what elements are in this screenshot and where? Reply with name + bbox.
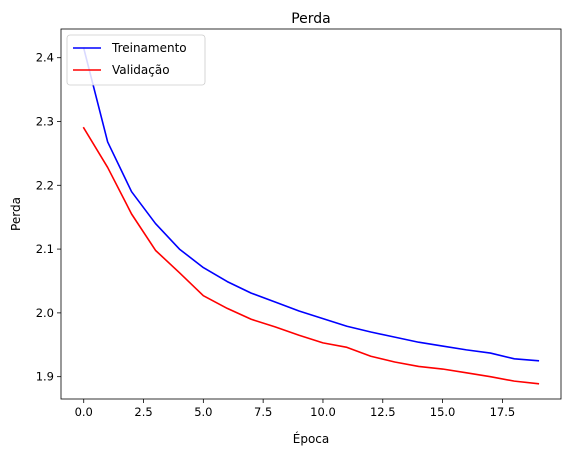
legend: Treinamento Validação — [66, 34, 206, 86]
plot-frame — [60, 28, 562, 400]
x-tick-label: 5.0 — [194, 405, 212, 419]
x-axis-label: Época — [293, 431, 330, 446]
x-tick-label: 0.0 — [75, 405, 93, 419]
y-tick-label: 2.3 — [36, 115, 54, 129]
series-line-validation — [82, 126, 540, 385]
x-tick-label: 2.5 — [134, 405, 152, 419]
series-line-train — [82, 47, 540, 362]
x-tick-label: 10.0 — [310, 405, 336, 419]
y-axis-label: Perda — [9, 197, 23, 231]
y-tick-label: 2.4 — [36, 51, 54, 65]
x-tick-label: 15.0 — [430, 405, 456, 419]
y-tick-label: 1.9 — [36, 370, 54, 384]
legend-box — [66, 34, 206, 86]
x-tick-label: 7.5 — [254, 405, 272, 419]
legend-label: Validação — [112, 63, 170, 77]
x-tick-label: 17.5 — [490, 405, 516, 419]
y-tick-label: 2.0 — [36, 306, 54, 320]
chart-title: Perda — [291, 11, 331, 27]
y-tick-label: 2.1 — [36, 242, 54, 256]
legend-label: Treinamento — [111, 41, 187, 55]
y-tick-label: 2.2 — [36, 178, 54, 192]
x-tick-label: 12.5 — [370, 405, 396, 419]
